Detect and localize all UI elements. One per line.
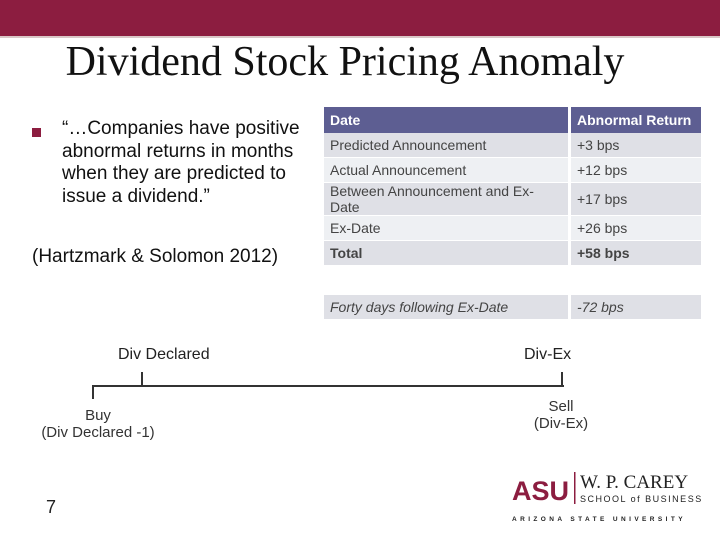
table-header-row: Date Abnormal Return bbox=[324, 107, 704, 133]
buy-subtitle: (Div Declared -1) bbox=[41, 424, 155, 441]
row-date: Total bbox=[324, 240, 571, 266]
logo-divider bbox=[574, 472, 576, 504]
logo-name: W. P. CAREY bbox=[580, 472, 688, 493]
sell-label: Sell (Div-Ex) bbox=[516, 398, 606, 432]
row-date: Forty days following Ex-Date bbox=[324, 294, 571, 320]
banner-rule bbox=[0, 36, 720, 38]
div-ex-tick bbox=[561, 372, 563, 386]
row-date: Actual Announcement bbox=[324, 157, 571, 183]
logo-school: SCHOOL of BUSINESS bbox=[580, 494, 703, 504]
sell-subtitle: (Div-Ex) bbox=[533, 415, 589, 432]
table-row: Ex-Date +26 bps bbox=[324, 215, 704, 241]
page-number: 7 bbox=[46, 497, 57, 517]
bullet-point: “…Companies have positive abnormal retur… bbox=[30, 118, 300, 208]
buy-tick bbox=[92, 385, 94, 399]
citation: (Hartzmark & Solomon 2012) bbox=[32, 246, 279, 267]
asu-logo-text: ASU bbox=[512, 476, 569, 506]
row-date: Between Announcement and Ex-Date bbox=[324, 182, 571, 216]
returns-table: Date Abnormal Return Predicted Announcem… bbox=[324, 107, 704, 320]
row-return bbox=[569, 265, 704, 295]
div-declared-label: Div Declared bbox=[118, 346, 210, 363]
row-return: +26 bps bbox=[569, 215, 704, 241]
div-ex-label: Div-Ex bbox=[524, 346, 572, 363]
row-date: Predicted Announcement bbox=[324, 133, 571, 158]
header-abnormal-return: Abnormal Return bbox=[569, 107, 704, 133]
logo-university: ARIZONA STATE UNIVERSITY bbox=[512, 516, 686, 523]
buy-title: Buy bbox=[85, 407, 111, 424]
table-row-total: Total +58 bps bbox=[324, 240, 704, 266]
sell-title: Sell bbox=[548, 398, 574, 415]
row-return: +12 bps bbox=[569, 157, 704, 183]
row-return: -72 bps bbox=[569, 294, 704, 320]
table-row: Predicted Announcement +3 bps bbox=[324, 133, 704, 158]
table-row: Between Announcement and Ex-Date +17 bps bbox=[324, 182, 704, 216]
wp-carey-logo: ASU W. P. CAREY SCHOOL of BUSINESS ARIZO… bbox=[512, 472, 703, 523]
header-date: Date bbox=[324, 107, 571, 133]
row-date bbox=[324, 265, 571, 295]
top-banner bbox=[0, 0, 720, 36]
table-row: Forty days following Ex-Date -72 bps bbox=[324, 294, 704, 320]
timeline-axis bbox=[92, 385, 564, 387]
row-date: Ex-Date bbox=[324, 215, 571, 241]
bullet-text: “…Companies have positive abnormal retur… bbox=[62, 118, 300, 207]
table-row-blank bbox=[324, 265, 704, 295]
div-declared-tick bbox=[141, 372, 143, 386]
row-return: +17 bps bbox=[569, 182, 704, 216]
bullet-marker-icon bbox=[32, 128, 41, 137]
row-return: +3 bps bbox=[569, 133, 704, 158]
buy-label: Buy (Div Declared -1) bbox=[28, 407, 168, 441]
row-return: +58 bps bbox=[569, 240, 704, 266]
table-row: Actual Announcement +12 bps bbox=[324, 157, 704, 183]
slide-title: Dividend Stock Pricing Anomaly bbox=[65, 39, 625, 85]
